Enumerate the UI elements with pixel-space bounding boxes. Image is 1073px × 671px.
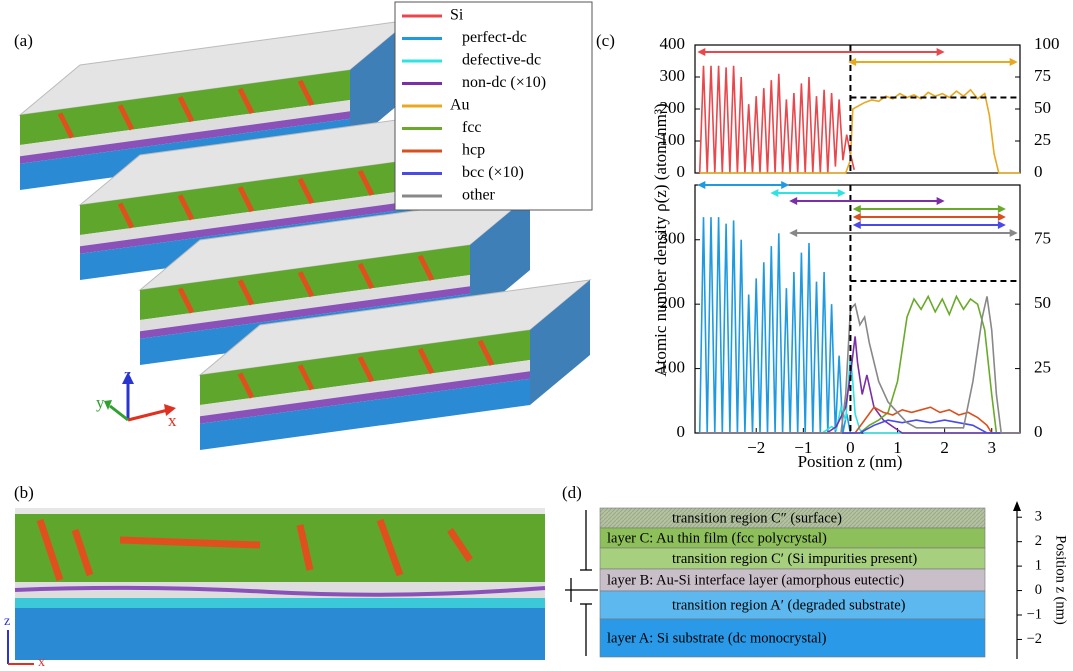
y2-tick-label: 0 <box>1034 422 1043 441</box>
layer-diagram: Position z (nm) transition region C″ (su… <box>565 501 1069 659</box>
series-line <box>700 217 855 433</box>
legend-label: bcc (×10) <box>462 164 524 181</box>
y-tick-label: 300 <box>660 66 686 85</box>
y2-tick-label: 50 <box>1034 98 1051 117</box>
arrow-head <box>1010 229 1018 237</box>
arrow-head <box>937 48 945 56</box>
y-tick-label: 0 <box>677 162 686 181</box>
arrow-head <box>853 221 861 229</box>
layer-label: layer A: Si substrate (dc monocrystal) <box>607 630 827 646</box>
layer-label: layer B: Au-Si interface layer (amorphou… <box>607 572 904 588</box>
legend-label: Au <box>450 97 470 114</box>
arrow-head <box>848 58 856 66</box>
axis-triad-a: x y z <box>96 365 177 430</box>
x-tick-label: 1 <box>893 438 902 457</box>
legend: Si perfect-dc defective-dc non-dc (×10) Au fc… <box>395 2 592 210</box>
panel-label: (b) <box>14 483 34 502</box>
y2-tick-label: 75 <box>1034 66 1051 85</box>
layer-label: transition region A′ (degraded substrate… <box>672 597 906 613</box>
arrow-head <box>1010 58 1018 66</box>
arrow-head <box>789 229 797 237</box>
z-tick-label: −2 <box>1027 631 1042 647</box>
panel-label: (c) <box>596 31 615 50</box>
figure: (a) (b) (c) (d) x y z z x Si perfect-dc de… <box>0 0 1073 671</box>
x-tick-label: 3 <box>987 438 996 457</box>
arrow-head <box>697 181 705 189</box>
legend-label: defective-dc <box>462 52 541 69</box>
y-tick-label: 300 <box>660 229 686 248</box>
legend-label: hcp <box>462 142 485 159</box>
arrow-head <box>853 205 861 213</box>
chart-c: Atomic number density ρ(z) (atom/nm³) Po… <box>651 34 1060 471</box>
layer-label: layer C: Au thin film (fcc polycrystal) <box>607 530 827 546</box>
series-line <box>700 356 1020 433</box>
panel-label: (a) <box>14 31 33 50</box>
x-tick-label: −2 <box>747 438 765 457</box>
legend-label: Si <box>450 7 464 24</box>
y2-tick-label: 25 <box>1034 357 1051 376</box>
y-tick-label: 0 <box>677 422 686 441</box>
y-tick-label: 200 <box>660 98 686 117</box>
z-tick-label: 3 <box>1035 509 1042 525</box>
y2-tick-label: 25 <box>1034 130 1051 149</box>
axis-label: z <box>4 614 10 629</box>
arrow-head <box>998 213 1006 221</box>
y2-tick-label: 50 <box>1034 293 1051 312</box>
axis-label: z <box>124 365 132 384</box>
panel-label: (d) <box>562 483 582 502</box>
series-line <box>700 66 855 173</box>
axis-arrow <box>1013 501 1021 511</box>
y-tick-label: 400 <box>660 34 686 53</box>
axis-title: Position z (nm) <box>1053 535 1069 625</box>
arrow-head <box>789 197 797 205</box>
z-tick-label: 2 <box>1035 533 1042 549</box>
y2-tick-label: 75 <box>1034 229 1051 248</box>
layer-label: transition region C″ (surface) <box>672 510 842 526</box>
arrow-head <box>998 205 1006 213</box>
arrow-head <box>697 48 705 56</box>
y-tick-label: 200 <box>660 293 686 312</box>
z-tick-label: 1 <box>1035 557 1042 573</box>
axis-label: x <box>168 411 177 430</box>
x-tick-label: 2 <box>940 438 949 457</box>
y2-tick-label: 100 <box>1034 34 1060 53</box>
legend-label: perfect-dc <box>462 29 527 46</box>
arrow-head <box>838 189 846 197</box>
arrow-head <box>998 221 1006 229</box>
layer-label: transition region C′ (Si impurities pres… <box>672 551 917 567</box>
y-tick-label: 100 <box>660 357 686 376</box>
axis-label: x <box>38 655 45 670</box>
legend-label: fcc <box>462 119 482 136</box>
z-tick-label: −1 <box>1027 606 1042 622</box>
arrow-head <box>770 189 778 197</box>
y2-tick-label: 0 <box>1034 162 1043 181</box>
x-tick-label: 0 <box>846 438 855 457</box>
arrow-head <box>853 213 861 221</box>
arrow-head <box>937 197 945 205</box>
arrow-head <box>781 181 789 189</box>
x-tick-label: −1 <box>794 438 812 457</box>
axis-label: y <box>96 393 105 412</box>
y-tick-label: 100 <box>660 130 686 149</box>
legend-label: other <box>462 187 496 204</box>
z-tick-label: 0 <box>1035 582 1042 598</box>
legend-label: non-dc (×10) <box>462 74 546 91</box>
cross-section-b: z x <box>4 508 545 670</box>
